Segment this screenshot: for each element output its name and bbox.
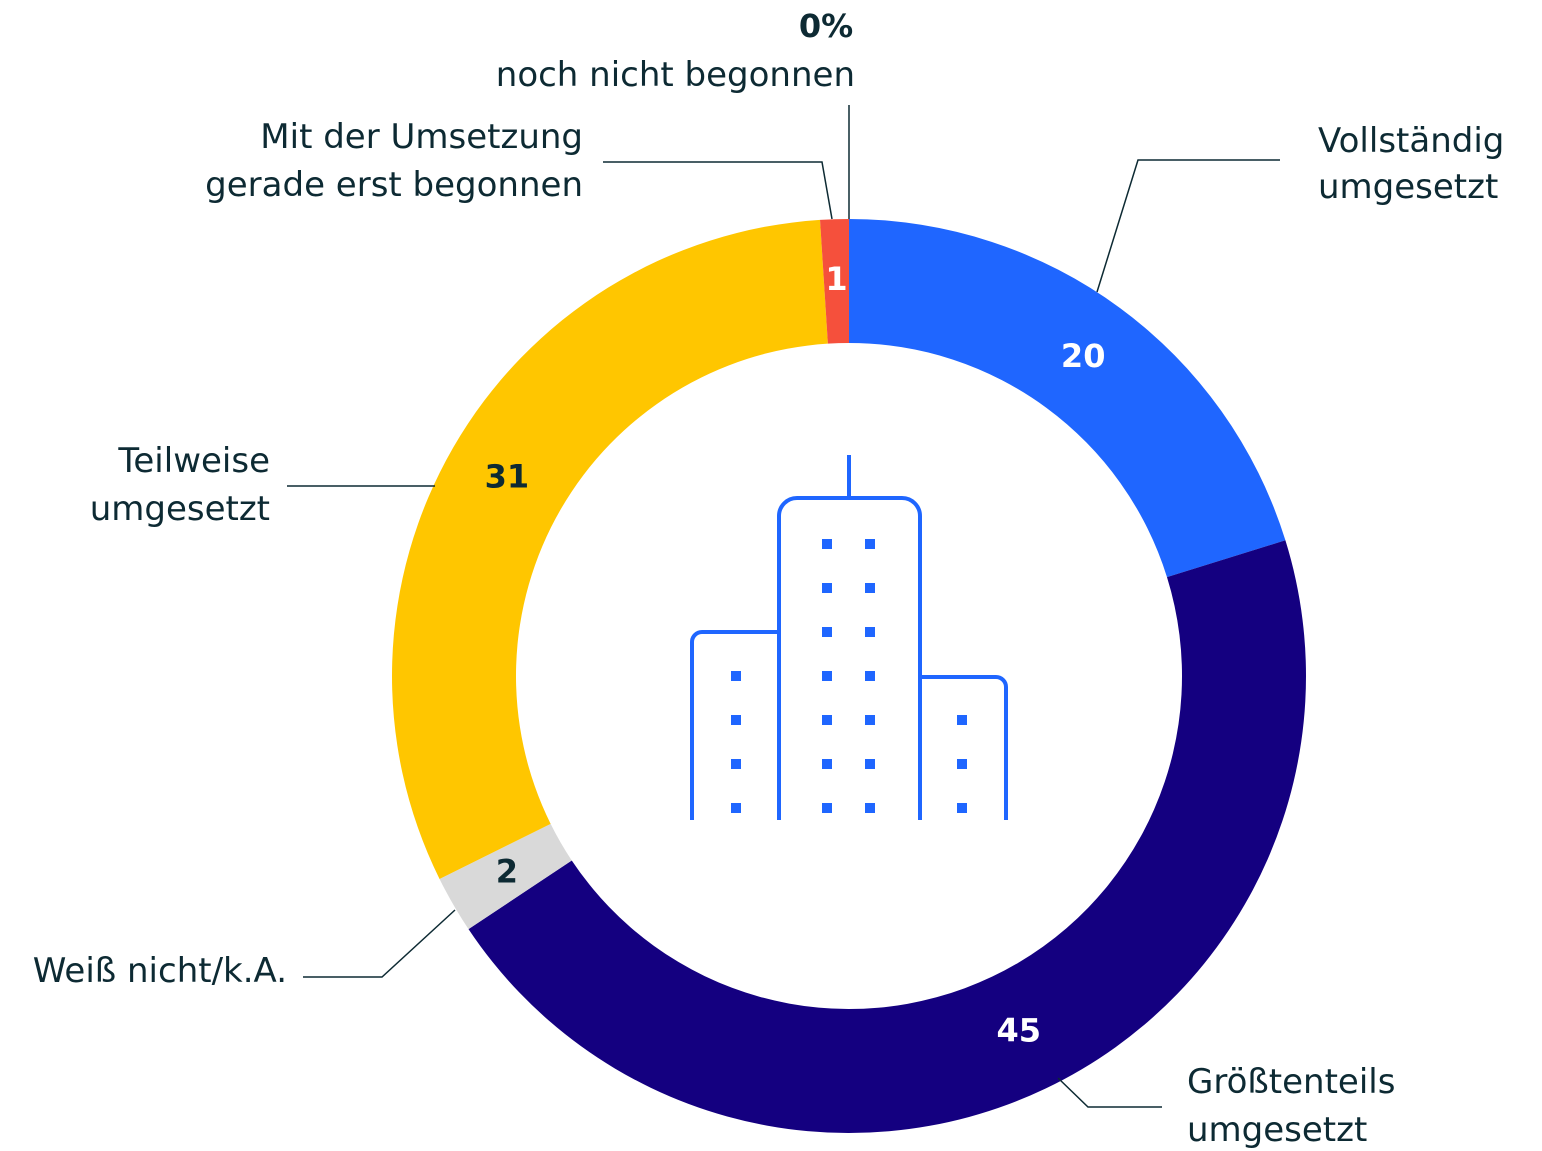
leader-line xyxy=(1096,159,1280,293)
donut-segment xyxy=(849,219,1286,578)
value-label: 2 xyxy=(496,853,518,891)
window xyxy=(865,803,875,813)
category-label: Teilweise umgesetzt xyxy=(90,441,270,529)
leader-line xyxy=(1057,1077,1162,1108)
window xyxy=(865,671,875,681)
window xyxy=(822,803,832,813)
window xyxy=(731,715,741,725)
building-icon xyxy=(690,455,1008,820)
leader-line xyxy=(303,909,456,978)
window xyxy=(822,671,832,681)
window xyxy=(957,803,967,813)
window xyxy=(865,759,875,769)
value-label: 20 xyxy=(1061,337,1106,375)
category-label: Weiß nicht/k.A. xyxy=(33,951,287,991)
donut-segment xyxy=(439,823,572,930)
leader-line xyxy=(603,161,833,220)
window xyxy=(957,759,967,769)
donut-segment xyxy=(392,219,828,879)
window xyxy=(731,803,741,813)
window xyxy=(957,715,967,725)
window xyxy=(731,671,741,681)
category-label: noch nicht begonnen xyxy=(496,55,855,95)
window xyxy=(865,539,875,549)
window xyxy=(865,583,875,593)
window xyxy=(822,583,832,593)
window xyxy=(731,759,741,769)
category-label: Mit der Umsetzung gerade erst begonnen xyxy=(205,117,583,205)
window xyxy=(822,715,832,725)
window xyxy=(822,539,832,549)
window xyxy=(865,715,875,725)
value-label: 1 xyxy=(825,260,847,298)
window xyxy=(822,759,832,769)
value-label: 0% xyxy=(799,7,853,45)
value-label: 31 xyxy=(485,458,530,496)
category-label: Vollständig umgesetzt xyxy=(1318,121,1504,207)
value-label: 45 xyxy=(997,1012,1042,1050)
window xyxy=(865,627,875,637)
category-label: Größtenteils umgesetzt xyxy=(1187,1062,1395,1150)
window xyxy=(822,627,832,637)
donut-segment xyxy=(468,540,1307,1134)
donut-segment xyxy=(820,219,849,344)
